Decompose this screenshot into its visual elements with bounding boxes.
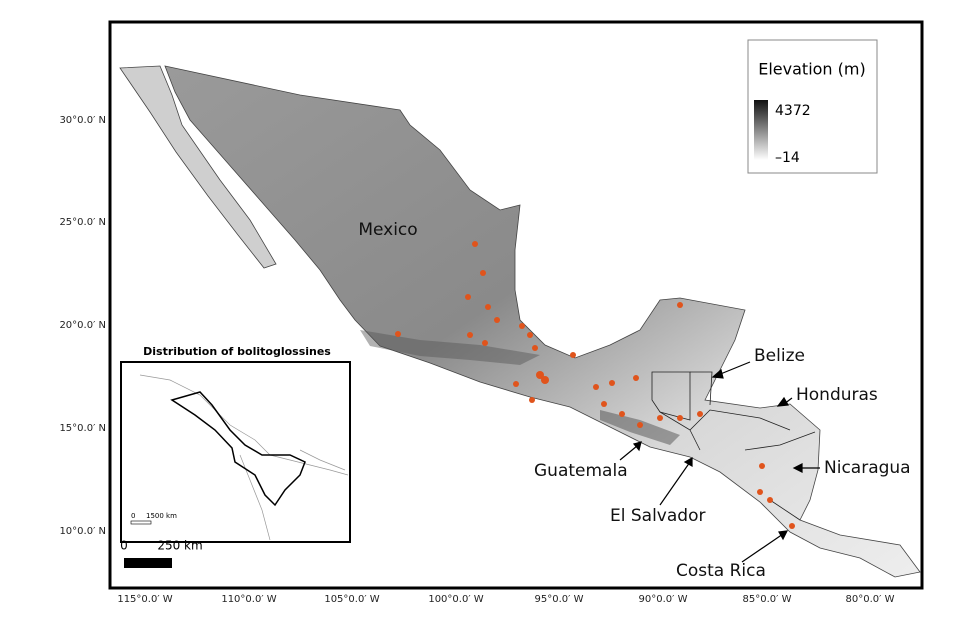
- occurrence-point: [480, 270, 486, 276]
- occurrence-point: [541, 376, 549, 384]
- arrows: [619, 361, 820, 563]
- country-label: Nicaragua: [824, 458, 911, 478]
- longitude-label: 85°0.0′ W: [743, 594, 792, 605]
- occurrence-point: [395, 331, 401, 337]
- occurrence-point: [536, 371, 544, 379]
- occurrences: [395, 241, 795, 529]
- border: [690, 371, 713, 406]
- inset-title: Distribution of bolitoglossines: [143, 345, 331, 358]
- longitude-label: 110°0.0′ W: [221, 594, 276, 605]
- arrow-head: [776, 396, 789, 407]
- longitude-label: 95°0.0′ W: [535, 594, 584, 605]
- occurrence-point: [482, 340, 488, 346]
- occurrence-point: [570, 352, 576, 358]
- country-label: Guatemala: [534, 461, 628, 481]
- border: [769, 499, 801, 521]
- distribution-outline: [170, 391, 306, 507]
- inset-scale-bar: [130, 520, 152, 525]
- legend-box: [747, 39, 878, 174]
- latitude-label: 10°0.0′ N: [59, 526, 106, 537]
- occurrence-point: [637, 422, 643, 428]
- inset-scale-end: 1500 km: [146, 512, 177, 520]
- longitude-label: 105°0.0′ W: [324, 594, 379, 605]
- country-label: Mexico: [358, 220, 417, 240]
- arrow-head: [792, 463, 803, 473]
- occurrence-point: [527, 332, 533, 338]
- occurrence-point: [789, 523, 795, 529]
- latitude-label: 15°0.0′ N: [59, 423, 106, 434]
- scale-start: 0: [120, 539, 128, 553]
- occurrence-point: [759, 463, 765, 469]
- country-label: Costa Rica: [676, 561, 766, 581]
- border: [651, 371, 691, 421]
- inset-coast: [139, 374, 349, 541]
- occurrence-point: [472, 241, 478, 247]
- arrow-head: [632, 441, 642, 452]
- border: [659, 409, 791, 431]
- borders: [651, 371, 816, 521]
- arrow-head: [778, 530, 789, 541]
- highland: [360, 330, 540, 365]
- inset-scale-start: 0: [131, 512, 135, 520]
- country-label: Honduras: [796, 385, 878, 405]
- scale-bar: [124, 558, 172, 568]
- occurrence-point: [467, 332, 473, 338]
- occurrence-point: [609, 380, 615, 386]
- occurrence-point: [519, 323, 525, 329]
- latitude-label: 20°0.0′ N: [59, 320, 106, 331]
- legend-gradient: [754, 100, 768, 160]
- occurrence-point: [513, 381, 519, 387]
- longitude-label: 80°0.0′ W: [846, 594, 895, 605]
- occurrence-point: [494, 317, 500, 323]
- occurrence-point: [601, 401, 607, 407]
- occurrence-point: [767, 497, 773, 503]
- arrow-head: [711, 368, 724, 379]
- occurrence-point: [465, 294, 471, 300]
- coastline: [239, 454, 271, 541]
- occurrence-point: [677, 302, 683, 308]
- occurrence-point: [757, 489, 763, 495]
- border: [744, 431, 816, 451]
- country-label: Belize: [754, 346, 805, 366]
- arrow: [717, 361, 751, 376]
- longitude-label: 100°0.0′ W: [428, 594, 483, 605]
- latitude-label: 25°0.0′ N: [59, 217, 106, 228]
- legend-title: Elevation (m): [758, 60, 865, 79]
- occurrence-point: [529, 397, 535, 403]
- country-label: El Salvador: [610, 506, 705, 526]
- coastline: [139, 374, 349, 476]
- latitude-label: 30°0.0′ N: [59, 115, 106, 126]
- legend-min: –14: [775, 150, 800, 166]
- legend-max: 4372: [775, 103, 811, 119]
- scale-end: 250 km: [157, 539, 202, 553]
- occurrence-point: [697, 411, 703, 417]
- arrow-head: [683, 456, 693, 468]
- occurrence-point: [657, 415, 663, 421]
- occurrence-point: [633, 375, 639, 381]
- longitude-label: 90°0.0′ W: [639, 594, 688, 605]
- occurrence-point: [593, 384, 599, 390]
- arrow: [619, 445, 638, 461]
- occurrence-point: [485, 304, 491, 310]
- longitude-label: 115°0.0′ W: [117, 594, 172, 605]
- coastline: [299, 449, 346, 471]
- arrow: [659, 461, 691, 506]
- occurrence-point: [619, 411, 625, 417]
- arrow: [741, 533, 784, 563]
- border: [689, 429, 701, 451]
- inset-frame: [120, 361, 351, 543]
- occurrence-point: [677, 415, 683, 421]
- occurrence-point: [532, 345, 538, 351]
- land: [119, 65, 277, 269]
